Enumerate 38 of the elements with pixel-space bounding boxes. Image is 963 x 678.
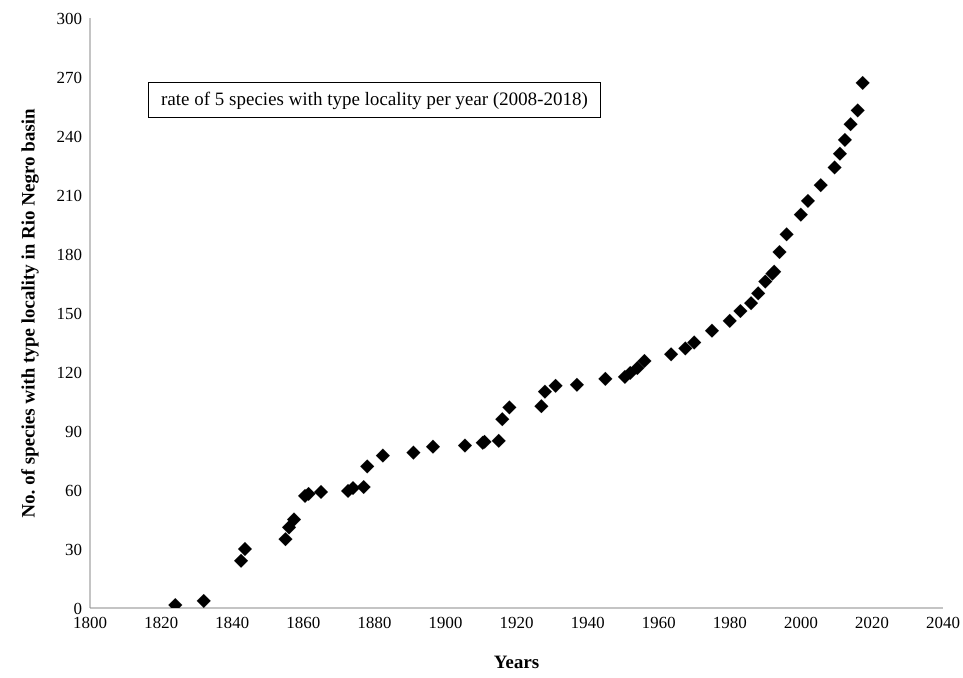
point	[744, 296, 758, 310]
x-tick-label: 1820	[144, 613, 178, 632]
point	[282, 520, 296, 534]
y-tick-label: 300	[56, 9, 82, 28]
y-tick-label: 270	[56, 68, 82, 88]
x-tick-label: 2020	[854, 613, 889, 632]
x-tick-label: 1840	[215, 613, 250, 632]
point	[722, 314, 737, 328]
point	[751, 286, 766, 300]
y-tick-label: 60	[65, 481, 82, 500]
x-tick-label: 1880	[357, 613, 392, 632]
x-tick-label: 1900	[428, 613, 462, 632]
x-tick-label: 1980	[712, 613, 747, 632]
y-tick-label: 90	[65, 422, 82, 442]
x-tick-label: 2040	[926, 613, 960, 632]
y-tick-label: 30	[65, 540, 82, 560]
point	[664, 347, 678, 362]
x-tick-label: 1920	[500, 613, 534, 632]
x-tick-label: 1960	[642, 613, 676, 632]
annotation: rate of 5 species with type locality per year (2008-2018)	[148, 82, 601, 118]
point	[832, 146, 847, 161]
point	[758, 274, 772, 289]
x-tick-label: 1800	[73, 613, 107, 632]
y-tick-label: 210	[56, 186, 82, 206]
point	[678, 341, 692, 356]
point	[733, 304, 748, 318]
y-tick-label: 240	[56, 127, 82, 146]
x-tick-label: 2000	[784, 613, 818, 632]
y-axis-title: No. of species with type locality in Rio Negro basin	[18, 108, 40, 518]
x-tick-label: 1940	[570, 613, 605, 632]
point	[844, 117, 858, 132]
y-tick-label: 120	[56, 363, 82, 382]
y-tick-label: 180	[56, 245, 82, 264]
point	[838, 132, 852, 148]
x-axis-title: Years	[494, 652, 540, 673]
x-tick-label: 1860	[286, 613, 320, 632]
y-tick-label: 150	[56, 304, 82, 324]
point	[538, 384, 552, 399]
